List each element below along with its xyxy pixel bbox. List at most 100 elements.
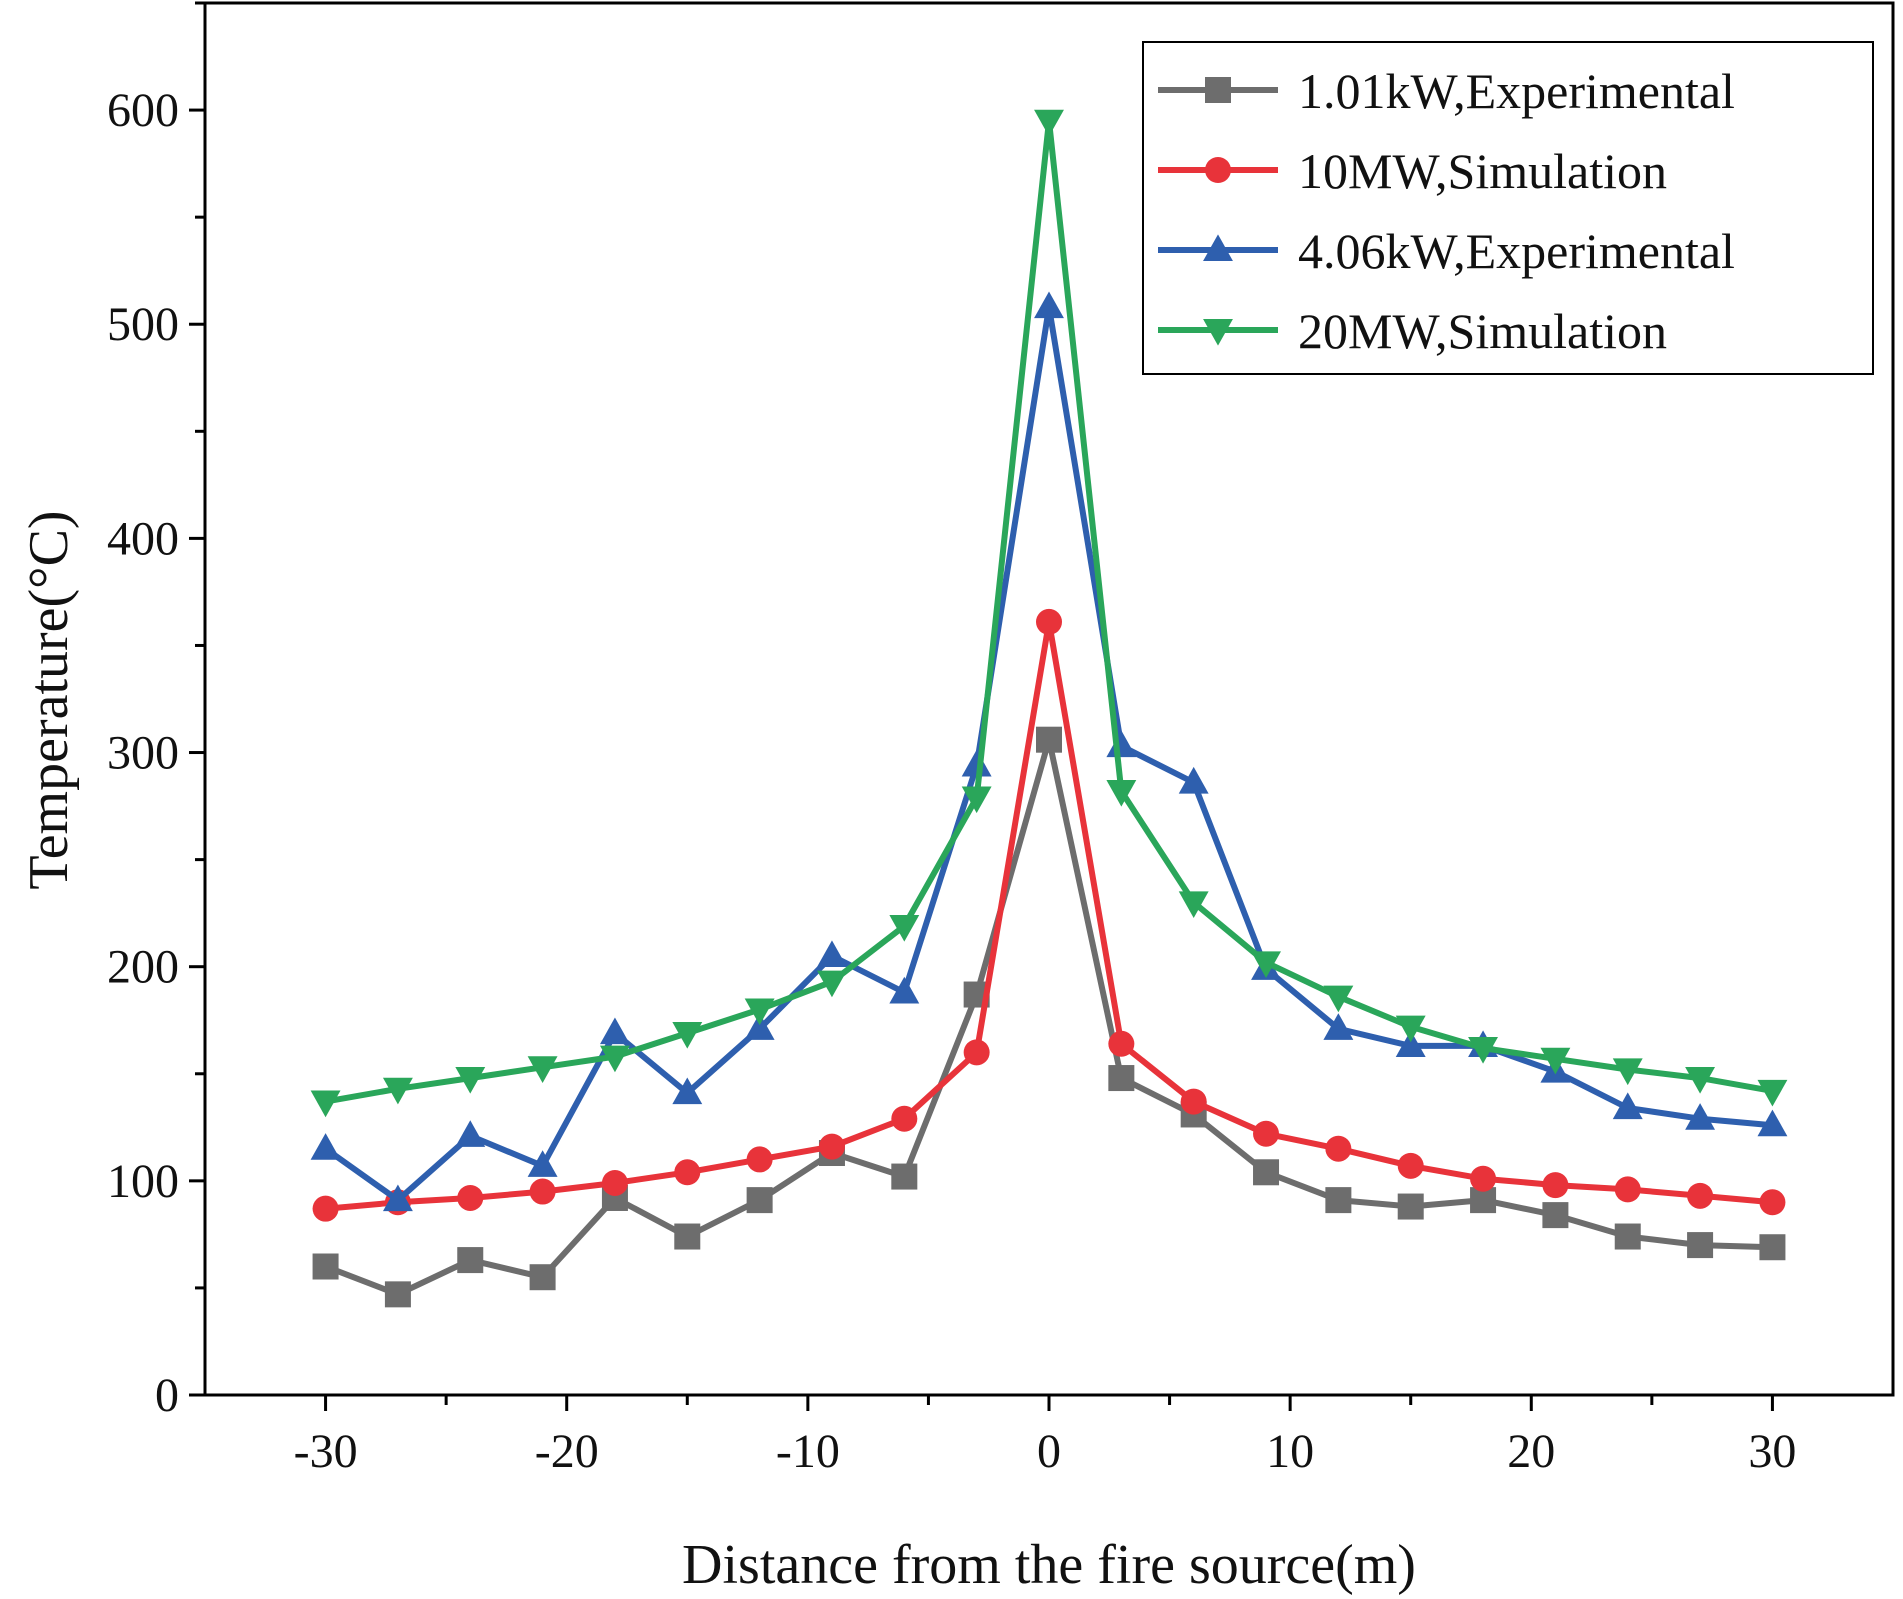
data-point: [1468, 1037, 1499, 1064]
data-point: [1323, 985, 1354, 1013]
data-point: [457, 1184, 484, 1211]
x-tick-label: 20: [1507, 1425, 1555, 1478]
y-tick-label: 0: [155, 1369, 179, 1422]
data-point: [529, 1264, 556, 1291]
legend-label: 20MW,Simulation: [1298, 303, 1667, 359]
data-point: [1108, 1065, 1135, 1092]
data-point: [1614, 1176, 1641, 1203]
data-point: [310, 1133, 341, 1160]
data-point: [1397, 1193, 1424, 1220]
series-1: [312, 726, 1786, 1308]
series-line: [325, 618, 1773, 1212]
data-point: [891, 1105, 918, 1132]
data-point: [1106, 780, 1137, 807]
data-point: [961, 786, 992, 814]
data-point: [457, 1247, 484, 1274]
x-tick-label: -20: [535, 1425, 599, 1478]
data-point: [1687, 1232, 1714, 1259]
data-point: [672, 1077, 703, 1105]
data-point: [1685, 1067, 1716, 1094]
data-point: [529, 1178, 556, 1205]
data-point: [1395, 1030, 1426, 1057]
data-point: [961, 749, 992, 777]
legend-marker: [1203, 234, 1233, 262]
y-tick-label: 600: [107, 84, 179, 137]
data-point: [1397, 1152, 1424, 1179]
data-point: [744, 1013, 775, 1040]
y-axis-title: Temperature(°C): [18, 510, 80, 889]
data-point: [599, 1017, 630, 1045]
legend-label: 1.01kW,Experimental: [1298, 63, 1735, 119]
plot-area: [310, 109, 1788, 1308]
data-point: [1542, 1172, 1569, 1199]
x-tick-label: 0: [1037, 1425, 1061, 1478]
data-point: [384, 1281, 411, 1308]
legend-box: [1142, 41, 1874, 375]
data-point: [1757, 1109, 1788, 1137]
y-tick-label: 400: [107, 512, 179, 565]
data-point: [601, 1169, 628, 1196]
x-tick-label: 30: [1748, 1425, 1796, 1478]
y-tick-label: 500: [107, 298, 179, 351]
data-point: [889, 976, 920, 1004]
data-point: [1470, 1165, 1497, 1192]
axes: -30 -20 -10 0 10 20 300100200300400500600Dista…: [18, 1, 1895, 1596]
data-point: [1253, 1159, 1280, 1186]
data-point: [527, 1056, 558, 1083]
data-point: [1757, 1079, 1788, 1107]
data-point: [1612, 1092, 1643, 1120]
data-point: [455, 1120, 486, 1147]
data-point: [1323, 1013, 1354, 1040]
data-point: [1540, 1047, 1571, 1075]
data-point: [746, 1146, 773, 1173]
data-point: [674, 1159, 701, 1186]
series-4: [310, 109, 1788, 1118]
series-3: [310, 291, 1788, 1212]
data-point: [1106, 730, 1137, 758]
data-point: [312, 1253, 339, 1280]
data-point: [527, 1150, 558, 1177]
data-point: [1614, 1223, 1641, 1250]
data-point: [817, 940, 847, 968]
data-point: [1325, 1135, 1352, 1162]
x-tick-label: -10: [776, 1425, 840, 1478]
data-point: [1685, 1103, 1716, 1130]
data-point: [1036, 726, 1062, 753]
x-axis-title: Distance from the fire source(m): [682, 1534, 1416, 1596]
data-point: [744, 998, 775, 1026]
data-point: [599, 1045, 630, 1073]
data-point: [674, 1223, 701, 1250]
legend-entry: 4.06kW,Experimental: [1158, 223, 1735, 279]
data-point: [1759, 1234, 1786, 1261]
legend-entry: 10MW,Simulation: [1158, 143, 1667, 199]
y-tick-label: 100: [107, 1155, 179, 1208]
data-point: [1251, 951, 1281, 979]
legend-label: 4.06kW,Experimental: [1298, 223, 1735, 279]
x-tick-label: 10: [1266, 1425, 1314, 1478]
data-point: [818, 1133, 845, 1160]
series-2: [312, 608, 1786, 1222]
data-point: [382, 1077, 413, 1105]
y-tick-label: 200: [107, 941, 179, 994]
data-point: [1759, 1189, 1786, 1216]
x-tick-label: -30: [294, 1425, 358, 1478]
data-point: [1034, 109, 1064, 137]
data-point: [1253, 1120, 1280, 1147]
data-point: [1542, 1202, 1569, 1229]
data-point: [1178, 891, 1209, 919]
legend-entry: 1.01kW,Experimental: [1158, 63, 1735, 119]
legend: 1.01kW,Experimental 10MW,Simulation 4.06kW…: [1142, 41, 1874, 375]
data-point: [1325, 1187, 1352, 1214]
data-point: [1687, 1182, 1714, 1209]
data-point: [889, 914, 920, 942]
data-point: [310, 1090, 341, 1118]
data-point: [746, 1187, 773, 1214]
legend-marker: [1203, 318, 1233, 346]
data-point: [1034, 291, 1064, 319]
data-point: [672, 1022, 703, 1049]
data-point: [1108, 1030, 1135, 1057]
data-point: [312, 1195, 339, 1222]
data-point: [817, 970, 847, 998]
data-point: [1612, 1058, 1643, 1086]
